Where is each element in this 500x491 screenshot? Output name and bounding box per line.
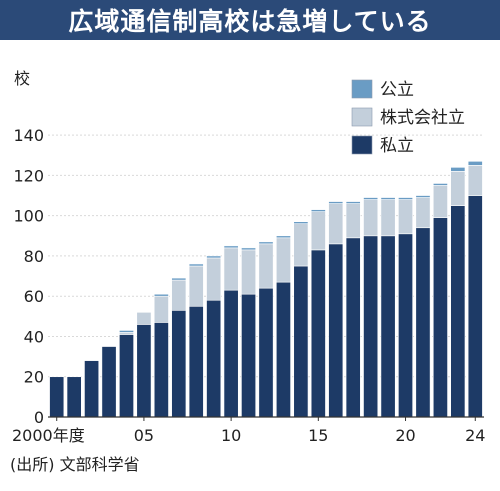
- bar-2007-series-1: [171, 279, 187, 311]
- bar-2008-series-1: [188, 265, 204, 307]
- bar-2006-series-0: [153, 322, 169, 418]
- bar-2017-series-0: [345, 237, 361, 418]
- x-tick-labels: 2000年度 05 10 15 20 24: [12, 417, 485, 445]
- bar-2021-series-0: [415, 227, 431, 418]
- bar-2004-series-2: [119, 330, 134, 333]
- y-tick-label-20: 20: [24, 368, 44, 387]
- legend-swatch-0: [351, 135, 373, 155]
- source-note: (出所) 文部科学省: [10, 455, 140, 474]
- bar-2020-series-1: [398, 199, 413, 235]
- bar-2016-series-0: [328, 243, 344, 418]
- bar-2006-series-1: [153, 295, 169, 323]
- bar-2022-series-1: [432, 185, 448, 218]
- x-tick-label: 20: [395, 426, 415, 445]
- bar-2018-series-0: [363, 235, 379, 418]
- x-tick-label: 10: [221, 426, 241, 445]
- y-tick-label-140: 140: [13, 126, 44, 145]
- bar-2005-series-1: [136, 312, 152, 325]
- bar-2012-series-0: [258, 287, 274, 418]
- bar-2019-series-1: [380, 199, 396, 237]
- bar-2013-series-0: [275, 281, 291, 418]
- bars: [49, 161, 483, 418]
- bar-2018-series-2: [363, 197, 379, 200]
- bar-2014-series-2: [293, 221, 309, 225]
- x-tick-label: 05: [134, 426, 154, 445]
- bar-2010-series-0: [223, 289, 239, 418]
- legend-label-1: 株式会社立: [380, 108, 465, 128]
- bar-2019-series-2: [380, 197, 396, 200]
- bar-2010-series-1: [223, 247, 239, 291]
- bar-2001-series-0: [66, 376, 82, 418]
- legend-swatch-1: [351, 107, 373, 127]
- legend-label-2: 公立: [380, 80, 414, 100]
- bar-2024-series-2: [467, 161, 483, 166]
- x-tick-label: 15: [308, 426, 328, 445]
- y-tick-label-120: 120: [13, 166, 44, 185]
- bar-2013-series-1: [275, 237, 291, 283]
- bar-2006-series-2: [153, 293, 169, 297]
- bar-2021-series-1: [415, 197, 431, 229]
- bar-2007-series-2: [171, 277, 187, 281]
- bar-2007-series-0: [171, 309, 187, 418]
- y-tick-label-40: 40: [24, 327, 44, 346]
- bar-2014-series-0: [293, 265, 309, 418]
- bar-2023-series-2: [450, 167, 466, 172]
- bar-2021-series-2: [415, 195, 431, 198]
- bar-2013-series-2: [275, 235, 291, 239]
- bar-2019-series-0: [380, 235, 396, 418]
- bar-2004-series-1: [119, 332, 134, 335]
- y-tick-label-0: 0: [34, 408, 44, 427]
- bar-2014-series-1: [293, 223, 309, 267]
- bar-2009-series-0: [206, 299, 222, 418]
- bar-2015-series-2: [310, 209, 326, 212]
- bar-2011-series-1: [241, 249, 257, 295]
- y-axis-unit-label: 校: [14, 69, 30, 88]
- bar-2016-series-1: [328, 203, 344, 245]
- x-tick-label: 2000年度: [12, 426, 85, 445]
- bar-2016-series-2: [328, 201, 344, 204]
- bar-2022-series-0: [432, 217, 448, 418]
- x-tick-label: 24: [465, 426, 485, 445]
- bar-2003-series-0: [101, 346, 117, 418]
- bar-2017-series-2: [345, 201, 361, 204]
- bar-2011-series-0: [241, 293, 257, 418]
- bar-2011-series-2: [241, 247, 257, 251]
- bar-2008-series-2: [188, 263, 204, 267]
- bar-2023-series-1: [450, 171, 466, 206]
- y-tick-label-100: 100: [13, 207, 44, 226]
- bar-2010-series-2: [223, 245, 239, 249]
- bar-2018-series-1: [363, 199, 379, 237]
- y-tick-labels: 0 20 40 60 80 100 120 140: [13, 126, 44, 427]
- bar-2022-series-2: [432, 183, 448, 186]
- bar-2002-series-0: [84, 360, 100, 418]
- bar-2004-series-0: [119, 334, 134, 418]
- legend-swatch-2: [351, 79, 373, 99]
- bar-2008-series-0: [188, 305, 204, 418]
- chart-title: 広域通信制高校は急増している: [0, 0, 500, 40]
- legend-label-0: 私立: [380, 136, 414, 156]
- bar-2024-series-0: [467, 195, 483, 418]
- bar-2015-series-1: [310, 211, 326, 251]
- bar-2005-series-0: [136, 324, 152, 418]
- y-tick-label-80: 80: [24, 247, 44, 266]
- bar-2009-series-1: [206, 257, 222, 301]
- bar-2000-series-0: [49, 376, 65, 418]
- bar-2015-series-0: [310, 249, 326, 418]
- bar-2017-series-1: [345, 203, 361, 239]
- bar-2023-series-0: [450, 205, 466, 418]
- bar-2012-series-1: [258, 243, 274, 289]
- y-tick-label-60: 60: [24, 287, 44, 306]
- bar-2024-series-1: [467, 165, 483, 196]
- bar-2020-series-0: [398, 233, 413, 418]
- bar-2020-series-2: [398, 197, 413, 200]
- bar-2009-series-2: [206, 255, 222, 259]
- bar-2012-series-2: [258, 241, 274, 245]
